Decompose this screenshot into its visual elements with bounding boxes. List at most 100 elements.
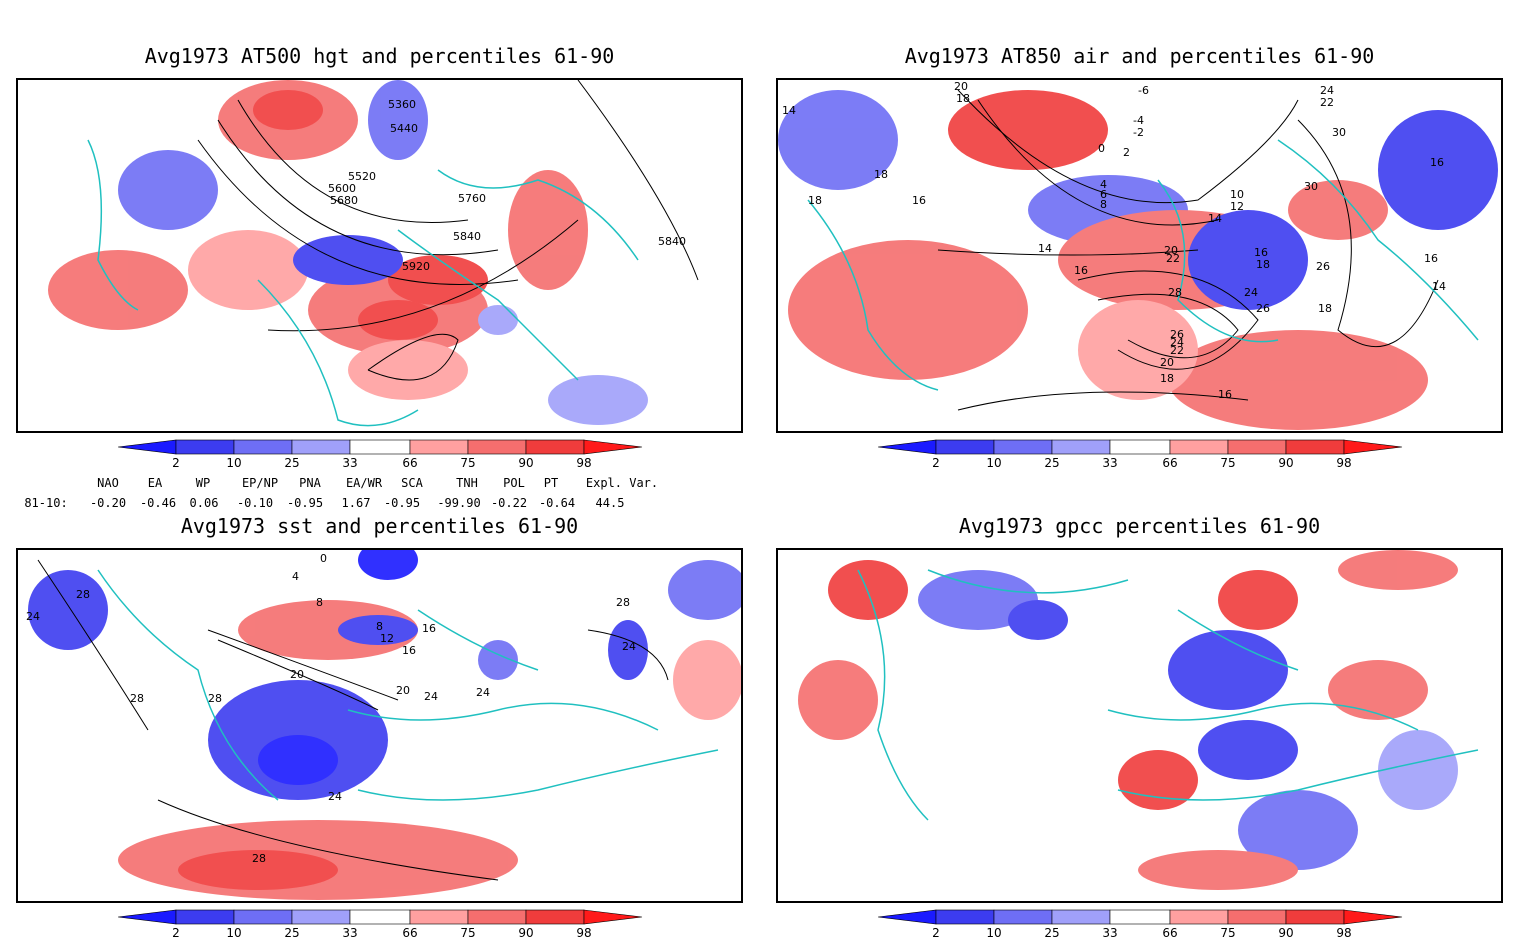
value-nao: -0.20	[89, 496, 127, 510]
colorbar-tick-label: 25	[284, 926, 299, 940]
contour-label: 16	[1254, 246, 1268, 259]
sst-contours	[37, 559, 669, 881]
contour-label: 16	[1218, 388, 1232, 401]
panel-4-title: Avg1973 gpcc percentiles 61-90	[958, 514, 1321, 538]
outside-domain-left	[18, 80, 369, 431]
colorbar-tick-label: 10	[226, 926, 241, 940]
contour-label: 14	[1208, 212, 1222, 225]
colorbar-segment	[935, 439, 995, 455]
height-contours	[197, 80, 699, 381]
colorbar-tick-label: 98	[1336, 456, 1351, 470]
contour-label: 26	[1256, 302, 1270, 315]
colorbar-segment	[1285, 909, 1345, 925]
contour-labels: 5360 5440 5520 5600 5680 5760 5840 5840 …	[328, 98, 686, 273]
header-sca: SCA	[401, 476, 423, 490]
colorbar-segment	[467, 439, 527, 455]
contour-label: 18	[956, 92, 970, 105]
panel-2-title: Avg1973 AT850 air and percentiles 61-90	[904, 44, 1375, 68]
colorbar-tick-label: 98	[1336, 926, 1351, 940]
contour-label: 26	[1316, 260, 1330, 273]
colorbar-3: 2 10 25 33 66 75 90 98	[118, 909, 643, 940]
colorbar-segment	[1285, 439, 1345, 455]
colorbar-segment	[1227, 909, 1287, 925]
contour-label: 16	[1430, 156, 1444, 169]
colorbar-tick-label: 33	[1102, 926, 1117, 940]
contour-label: 2	[1123, 146, 1130, 159]
colorbar-segment	[525, 909, 585, 925]
percentile-shading	[28, 550, 741, 900]
colorbar-tick-label: 33	[1102, 456, 1117, 470]
map-2-svg: 14 20 18 -6 -4 -2 0 2 4 6 8 18 18 16 10 …	[778, 80, 1498, 430]
header-explvar: Expl. Var.	[585, 476, 659, 490]
contour-label: -4	[1133, 114, 1144, 127]
colorbar-segment	[1343, 439, 1403, 455]
contour-labels: 24 28 28 0 4 8 8 12 16 16 20 20 24 24 24…	[26, 552, 636, 865]
panel-3-map: 24 28 28 0 4 8 8 12 16 16 20 20 24 24 24…	[16, 548, 743, 903]
colorbar-segment	[878, 909, 937, 925]
colorbar-tick-label: 10	[986, 456, 1001, 470]
value-wp: 0.06	[189, 496, 219, 510]
contour-label: 5840	[453, 230, 481, 243]
colorbar-tick-label: 98	[576, 926, 591, 940]
percentile-shading	[778, 90, 1498, 430]
colorbar-tick-label: 98	[576, 456, 591, 470]
temperature-contours	[937, 89, 1439, 411]
panel-1-map: 5360 5440 5520 5600 5680 5760 5840 5840 …	[16, 78, 743, 433]
colorbar-tick-label: 10	[226, 456, 241, 470]
header-eawr: EA/WR	[345, 476, 383, 490]
colorbar-tick-label: 2	[932, 926, 940, 940]
contour-label: 5840	[658, 235, 686, 248]
contour-label: 0	[1098, 142, 1105, 155]
colorbar-tick-label: 90	[518, 456, 533, 470]
contour-label: 30	[1304, 180, 1318, 193]
value-eawr: 1.67	[341, 496, 371, 510]
contour-label: 28	[130, 692, 144, 705]
contour-labels: 14 20 18 -6 -4 -2 0 2 4 6 8 18 18 16 10 …	[782, 80, 1446, 401]
header-pol: POL	[503, 476, 525, 490]
contour-label: 8	[376, 620, 383, 633]
colorbar-segment	[1169, 909, 1229, 925]
contour-label: 8	[316, 596, 323, 609]
contour-label: 28	[208, 692, 222, 705]
contour-label: 22	[1166, 252, 1180, 265]
colorbar-segment	[1051, 439, 1111, 455]
contour-label: 5360	[388, 98, 416, 111]
contour-label: 28	[1168, 286, 1182, 299]
contour-label: 18	[1318, 302, 1332, 315]
colorbar-segment	[233, 909, 293, 925]
header-nao: NAO	[97, 476, 119, 490]
colorbar-tick-label: 90	[1278, 926, 1293, 940]
contour-label: 22	[1170, 344, 1184, 357]
value-sca: -0.95	[383, 496, 421, 510]
colorbar-tick-label: 66	[1162, 926, 1177, 940]
value-pol: -0.22	[490, 496, 528, 510]
map-4-svg	[798, 550, 1479, 890]
contour-label: 6	[1100, 188, 1107, 201]
colorbar-segment	[1109, 439, 1171, 455]
contour-label: 24	[328, 790, 342, 803]
colorbar-segment	[349, 909, 411, 925]
colorbar-segment	[1169, 439, 1229, 455]
colorbar-segment	[993, 909, 1053, 925]
contour-label: 30	[1332, 126, 1346, 139]
contour-label: 20	[954, 80, 968, 93]
contour-label: 14	[1432, 280, 1446, 293]
value-tnh: -99.90	[437, 496, 481, 510]
contour-label: 5920	[402, 260, 430, 273]
outside-domain-right	[388, 80, 741, 431]
value-epnp: -0.10	[236, 496, 274, 510]
contour-label: 16	[1074, 264, 1088, 277]
header-pt: PT	[543, 476, 559, 490]
colorbar-tick-label: 2	[932, 456, 940, 470]
panel-4-map	[776, 548, 1503, 903]
colorbar-segment	[291, 909, 351, 925]
coastlines	[807, 139, 1479, 391]
colorbar-segment	[118, 439, 177, 455]
percentile-shading	[798, 550, 1458, 890]
contour-label: 24	[424, 690, 438, 703]
colorbar-segment	[1051, 909, 1111, 925]
contour-label: 14	[782, 104, 796, 117]
colorbar-tick-label: 90	[518, 926, 533, 940]
value-pna: -0.95	[286, 496, 324, 510]
contour-label: 28	[252, 852, 266, 865]
